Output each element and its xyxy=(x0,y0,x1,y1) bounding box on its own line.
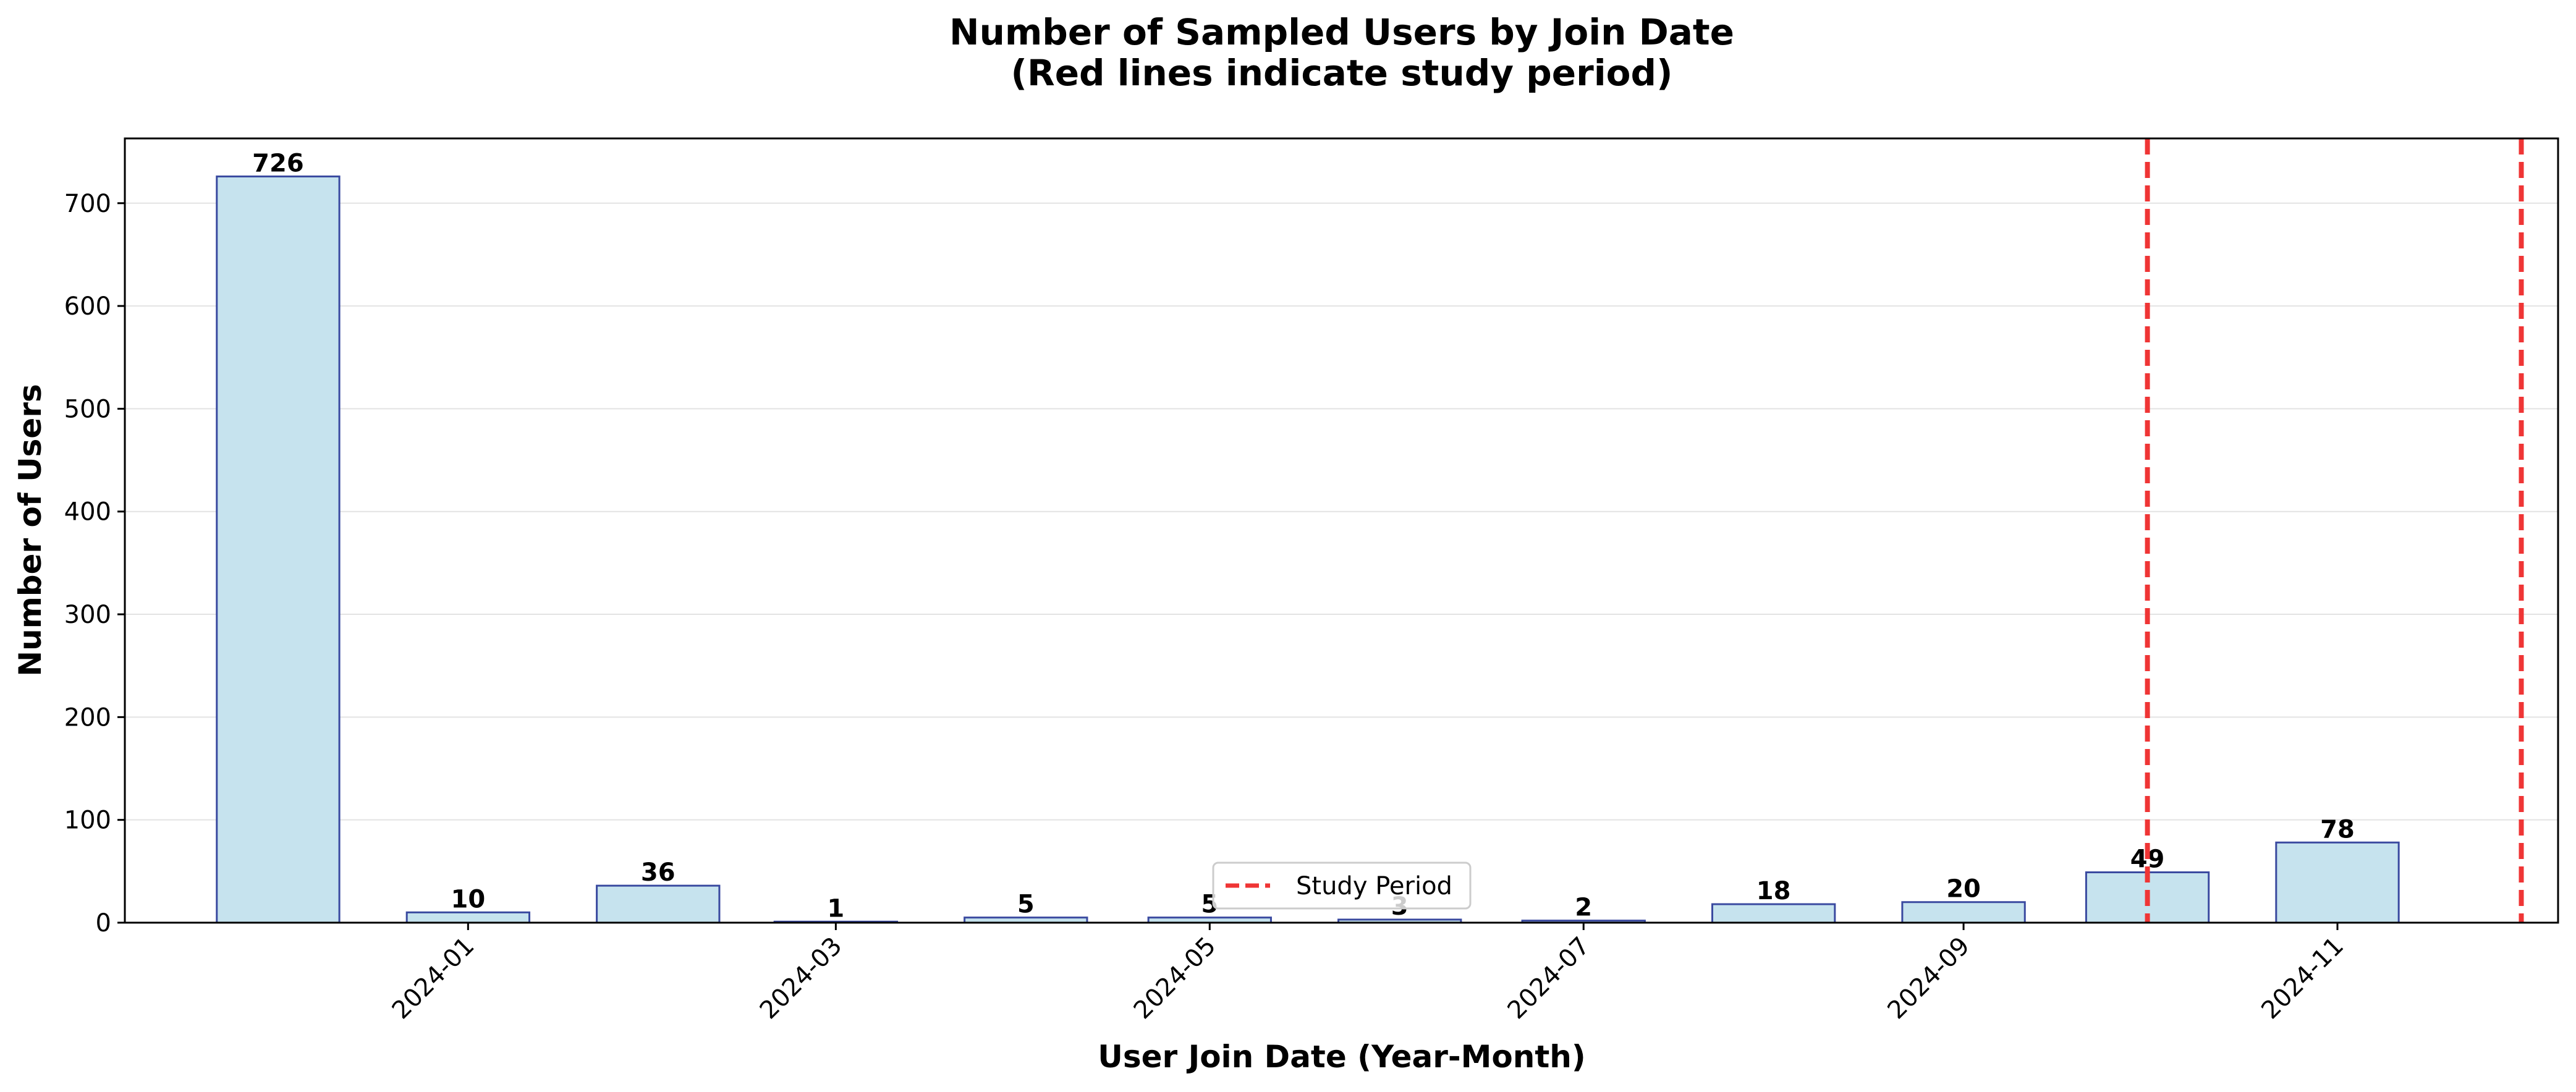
y-tick-label: 700 xyxy=(64,190,111,218)
y-tick-label: 300 xyxy=(64,601,111,629)
bar-value-label: 10 xyxy=(451,885,486,913)
y-axis-ticks: 0 100 200 300 400 500 600 700 xyxy=(64,190,125,938)
plot-frame xyxy=(124,137,2559,924)
y-tick-label: 500 xyxy=(64,395,111,423)
bar-value-label: 2 xyxy=(1575,894,1592,922)
bar-2024-09 xyxy=(1901,901,2026,924)
x-tick-label: 2024-05 xyxy=(1129,932,1222,1025)
x-axis-label: User Join Date (Year-Month) xyxy=(1098,1039,1585,1075)
bars xyxy=(216,176,2400,924)
bar-2024-11 xyxy=(2275,841,2400,924)
bar-2024-01 xyxy=(405,911,531,924)
bar-value-label: 5 xyxy=(1017,891,1035,919)
bar-value-labels: 72610361553218204978 xyxy=(252,150,2355,923)
x-tick-label: 2024-07 xyxy=(1502,932,1596,1025)
y-tick-label: 0 xyxy=(96,909,111,938)
x-tick-label: 2024-09 xyxy=(1882,932,1975,1025)
y-tick-label: 400 xyxy=(64,498,111,527)
legend: Study Period xyxy=(1212,861,1472,910)
x-tick-label: 2024-11 xyxy=(2256,932,2349,1025)
y-tick-label: 200 xyxy=(64,703,111,732)
bar-2024-08 xyxy=(1711,903,1836,924)
y-tick-label: 600 xyxy=(64,292,111,321)
bar-2024-02 xyxy=(596,884,721,924)
y-tick-label: 100 xyxy=(64,806,111,835)
bar-2023-12 xyxy=(216,176,341,924)
bar-value-label: 726 xyxy=(252,150,304,178)
bar-value-label: 1 xyxy=(827,894,844,923)
bar-value-label: 78 xyxy=(2320,815,2355,844)
legend-box xyxy=(1212,861,1472,910)
x-axis-ticks: 2024-01 2024-03 2024-05 2024-07 2024-09 2024-… xyxy=(387,923,2349,1025)
chart-title-line1: Number of Sampled Users by Join Date xyxy=(949,11,1734,53)
legend-study-period-label: Study Period xyxy=(1296,872,1452,900)
x-tick-label: 2024-01 xyxy=(387,932,480,1025)
y-gridlines xyxy=(125,202,2558,821)
x-tick-label: 2024-03 xyxy=(755,932,848,1025)
bar-value-label: 20 xyxy=(1946,875,1981,904)
chart-title-line2: (Red lines indicate study period) xyxy=(1011,52,1673,94)
study-period-lines xyxy=(2145,138,2524,923)
bar-value-label: 18 xyxy=(1756,877,1791,905)
y-axis-label: Number of Users xyxy=(12,384,48,677)
bar-value-label: 36 xyxy=(641,858,676,887)
